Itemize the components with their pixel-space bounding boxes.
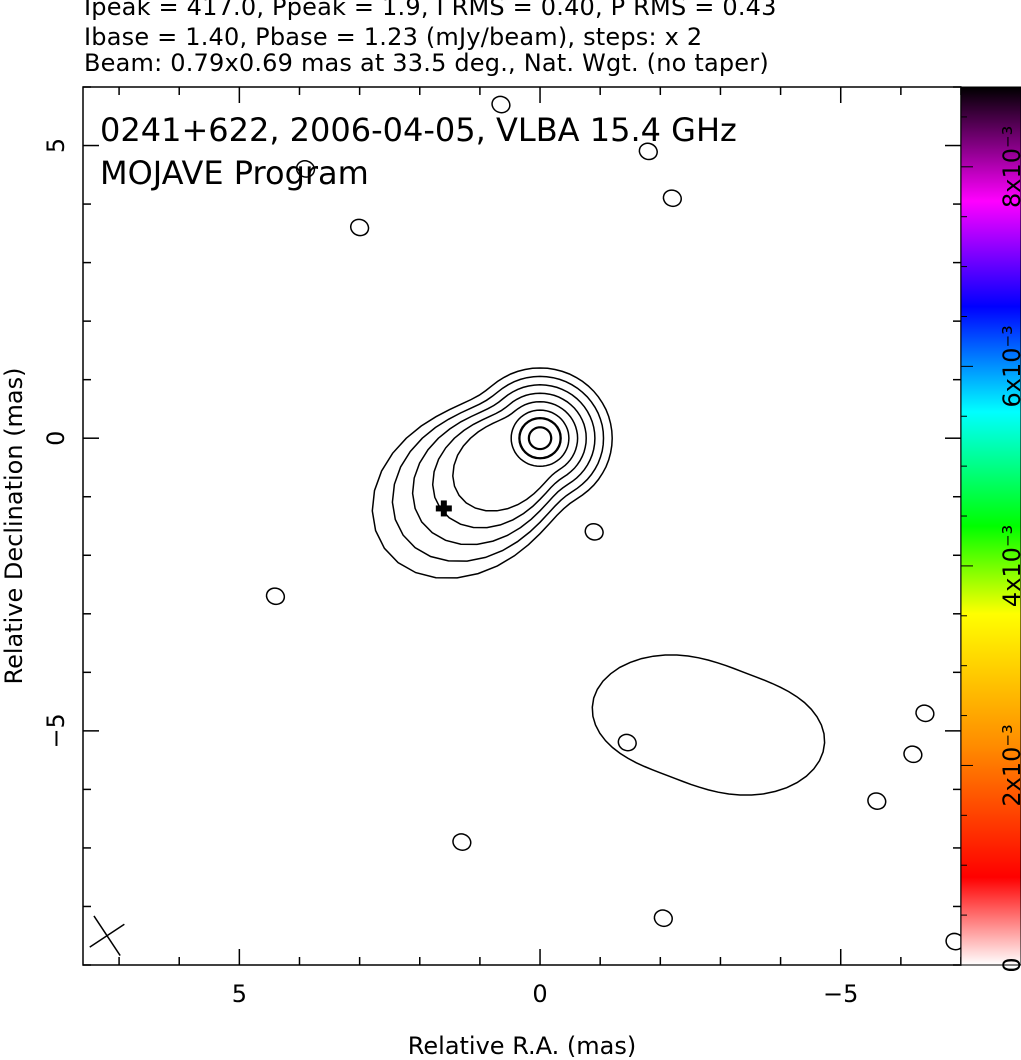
header-line-2: Ibase = 1.40, Pbase = 1.23 (mJy/beam), s… bbox=[84, 23, 703, 51]
noise-contour bbox=[491, 95, 511, 114]
colorbar-tick-label: 2x10⁻³ bbox=[998, 724, 1021, 806]
colorbar-tick-label: 4x10⁻³ bbox=[998, 525, 1021, 607]
header-line-1: Ipeak = 417.0, Ppeak = 1.9, I RMS = 0.40… bbox=[84, 0, 777, 21]
axis-ticks bbox=[83, 86, 962, 966]
colorbar bbox=[960, 86, 1021, 966]
noise-contour bbox=[638, 142, 658, 161]
y-tick-label: −5 bbox=[42, 713, 70, 748]
core-inner-contour bbox=[518, 416, 562, 460]
noise-contour bbox=[452, 833, 472, 851]
core-contour bbox=[411, 384, 596, 546]
x-tick-label: 0 bbox=[532, 980, 547, 1008]
core-contour bbox=[519, 417, 561, 459]
noise-contour bbox=[915, 704, 935, 723]
core-contour bbox=[371, 367, 613, 579]
noise-contour bbox=[349, 218, 370, 237]
core-contour bbox=[452, 400, 579, 512]
y-tick-label: 5 bbox=[42, 138, 70, 153]
peak-marker bbox=[435, 500, 452, 517]
noise-contour bbox=[265, 587, 286, 606]
colorbar-tick-label: 8x10⁻³ bbox=[998, 126, 1021, 208]
y-tick-label: 0 bbox=[42, 431, 70, 446]
plot-title: 0241+622, 2006-04-05, VLBA 15.4 GHz bbox=[100, 111, 737, 149]
x-axis-label: Relative R.A. (mas) bbox=[408, 1032, 636, 1060]
colorbar-tick-label: 6x10⁻³ bbox=[998, 325, 1021, 407]
noise-contour bbox=[903, 745, 923, 764]
colorbar-labels: 0 2x10⁻³ 4x10⁻³ 6x10⁻³ 8x10⁻³ bbox=[998, 126, 1021, 973]
colorbar-tick-label: 0 bbox=[998, 957, 1021, 972]
peak-marker-v bbox=[440, 500, 447, 517]
beam-minor-axis bbox=[89, 923, 125, 948]
x-tick-label: 5 bbox=[232, 980, 247, 1008]
noise-contour bbox=[867, 792, 887, 810]
noise-contour bbox=[584, 522, 604, 541]
beam-marker bbox=[89, 915, 125, 956]
core-contour bbox=[391, 375, 605, 562]
contour-lines bbox=[265, 95, 965, 951]
plot-subtitle: MOJAVE Program bbox=[100, 154, 369, 192]
noise-contour bbox=[295, 160, 316, 178]
noise-contour bbox=[617, 733, 637, 752]
header-line-3: Beam: 0.79x0.69 mas at 33.5 deg., Nat. W… bbox=[84, 49, 769, 77]
extended-contour bbox=[591, 654, 826, 796]
axis-tick-labels: 5 0 −5 5 0 −5 bbox=[42, 138, 858, 1008]
core-inner-contour bbox=[528, 426, 552, 450]
core-contour bbox=[510, 409, 570, 468]
noise-contour bbox=[662, 189, 682, 208]
noise-contour bbox=[653, 909, 673, 928]
colorbar-ticks bbox=[961, 116, 973, 966]
x-tick-label: −5 bbox=[823, 980, 858, 1008]
y-axis-label: Relative Declination (mas) bbox=[0, 367, 28, 684]
core-contour bbox=[431, 392, 587, 529]
